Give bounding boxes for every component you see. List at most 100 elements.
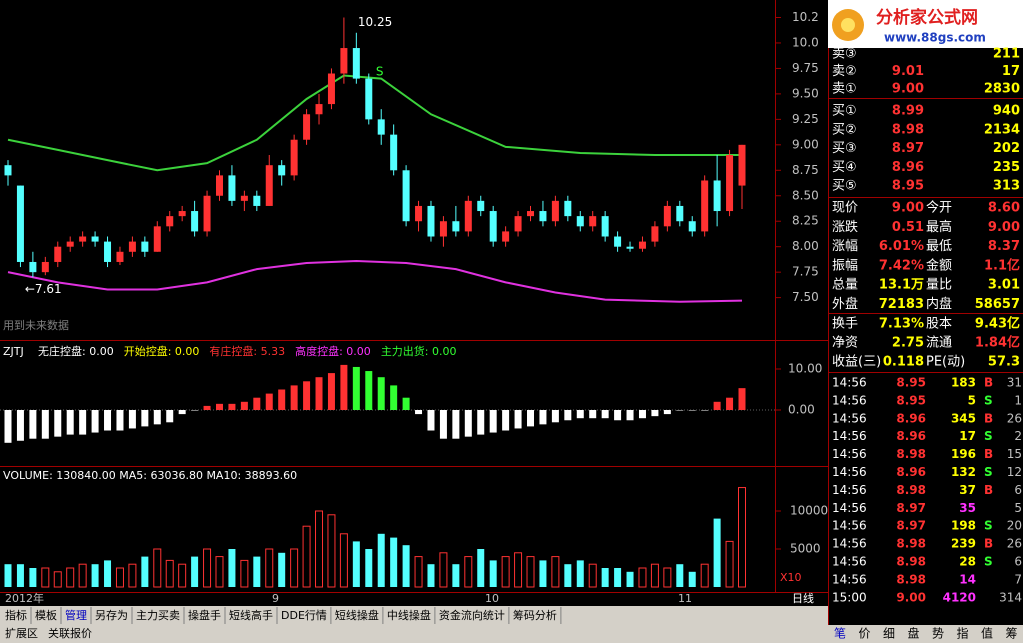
- trade-vol: 4120: [943, 590, 976, 604]
- volume-bar: [738, 487, 746, 588]
- candle-body: [439, 221, 447, 237]
- trade-vol: 239: [951, 537, 976, 551]
- trade-time: 14:56: [832, 501, 867, 515]
- candle-body: [738, 144, 746, 186]
- tab[interactable]: 短线操盘: [335, 608, 379, 622]
- book-vol: 313: [993, 179, 1020, 194]
- volume-bar: [576, 560, 584, 587]
- tab[interactable]: 模板: [35, 608, 57, 622]
- indicator-bar: [514, 410, 522, 429]
- tab[interactable]: 扩展区: [5, 626, 38, 640]
- indicator-bar: [663, 410, 671, 415]
- candle-body: [91, 236, 99, 242]
- volume-bar: [253, 556, 261, 587]
- candle-body: [601, 216, 609, 237]
- tab[interactable]: DDE行情: [281, 609, 327, 622]
- trade-price: 9.00: [896, 590, 926, 604]
- trade-n: 6: [1014, 555, 1022, 569]
- stat-label: 涨幅: [832, 239, 858, 254]
- indicator-bar: [651, 410, 659, 417]
- tab[interactable]: 另存为: [95, 608, 128, 622]
- trade-side: B: [984, 447, 993, 461]
- trade-vol: 35: [959, 501, 976, 515]
- volume-bar: [240, 559, 249, 588]
- indicator-bar: [477, 410, 485, 435]
- trade-price: 8.97: [896, 519, 926, 533]
- logo-icon-center: [841, 18, 855, 32]
- tab[interactable]: 中线操盘: [387, 608, 431, 622]
- candle-body: [427, 205, 435, 237]
- indicator-bar: [54, 410, 62, 437]
- tab[interactable]: 主力买卖: [136, 609, 180, 622]
- right-tab[interactable]: 细: [883, 627, 895, 641]
- candle-body: [141, 241, 149, 252]
- right-tab[interactable]: 笔: [834, 626, 846, 641]
- book-label: 买④: [832, 160, 857, 175]
- band-line: [7, 74, 742, 172]
- indicator-bar: [4, 410, 12, 443]
- volume-bar: [302, 525, 311, 588]
- right-tab[interactable]: 筹: [1006, 627, 1018, 641]
- stat-label: 外盘: [832, 296, 858, 312]
- stat-value: 8.37: [988, 239, 1020, 254]
- candle-body: [340, 48, 348, 74]
- candle-body: [589, 216, 597, 227]
- candle-body: [128, 241, 136, 252]
- tab[interactable]: 操盘手: [188, 608, 221, 622]
- tab[interactable]: 短线高手: [229, 608, 273, 622]
- volume-bar: [514, 552, 523, 588]
- right-tab[interactable]: 指: [957, 626, 969, 641]
- trade-time: 14:56: [832, 555, 867, 569]
- y-tick-label: 7.50: [792, 290, 819, 304]
- trade-vol: 132: [951, 465, 976, 479]
- trade-time: 14:56: [832, 411, 867, 425]
- right-tab[interactable]: 盘: [908, 626, 920, 641]
- stat-value: 0.118: [883, 355, 924, 370]
- indicator-bar: [91, 410, 99, 433]
- volume-bar: [215, 556, 224, 588]
- candle-body: [327, 73, 335, 105]
- tab[interactable]: 资金流向统计: [439, 608, 505, 622]
- indicator-bar: [253, 397, 261, 410]
- y-tick-label: 10.0: [792, 35, 819, 49]
- trade-vol: 14: [959, 572, 976, 586]
- tab[interactable]: 指标: [5, 608, 27, 622]
- indicator-bar: [427, 410, 435, 431]
- right-tab[interactable]: 价: [859, 627, 871, 641]
- indicator-item: 高度控盘: 0.00: [295, 344, 371, 358]
- indicator-bar: [377, 377, 385, 410]
- candle-body: [240, 195, 248, 201]
- volume-bar: [352, 541, 360, 587]
- trade-price: 8.96: [896, 465, 926, 479]
- indicator-bar: [402, 397, 410, 410]
- trade-n: 5: [1014, 501, 1022, 515]
- candle-body: [365, 78, 373, 120]
- candle-body: [477, 200, 485, 212]
- volume-bar: [539, 560, 547, 587]
- right-tab[interactable]: 值: [981, 626, 993, 641]
- candle-body: [29, 261, 37, 273]
- volume-bar: [477, 549, 485, 587]
- tab[interactable]: 管理: [65, 608, 87, 622]
- stat-label: 最低: [926, 239, 952, 254]
- trade-price: 8.96: [896, 411, 926, 425]
- candle-body: [663, 205, 671, 227]
- candle-body: [402, 170, 410, 222]
- candle-body: [502, 231, 510, 242]
- book-label: 卖①: [832, 82, 857, 97]
- indicator-bar: [265, 393, 273, 410]
- tab[interactable]: 关联报价: [48, 626, 92, 640]
- tab[interactable]: 筹码分析: [513, 608, 557, 622]
- trade-n: 26: [1007, 411, 1022, 425]
- indicator-bar: [303, 381, 311, 410]
- indicator-bar: [228, 403, 236, 410]
- book-vol: 211: [993, 47, 1020, 62]
- book-vol: 2830: [984, 82, 1020, 97]
- volume-bar: [464, 556, 473, 588]
- stat-label: 总量: [832, 278, 858, 293]
- y-tick-label: 8.00: [792, 239, 819, 253]
- y-tick-label: 9.75: [792, 61, 819, 75]
- stat-label: 换手: [832, 317, 858, 332]
- right-tab[interactable]: 势: [932, 627, 944, 641]
